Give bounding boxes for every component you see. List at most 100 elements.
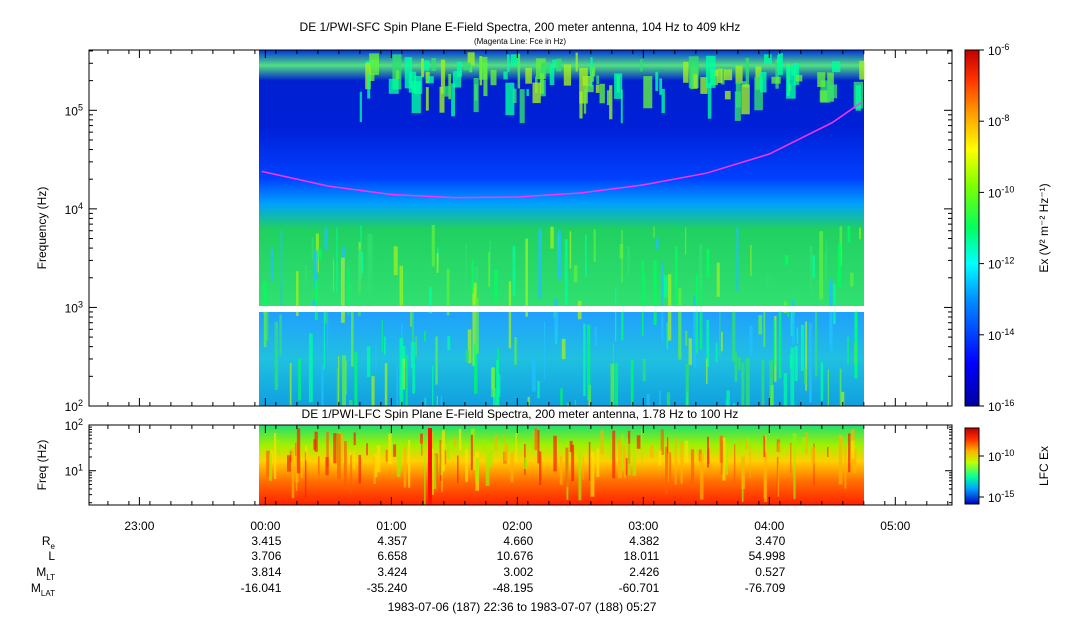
spectral-streak [384, 363, 388, 406]
spectral-streak [771, 76, 781, 84]
spectral-streak [327, 311, 329, 350]
spectral-streak [517, 53, 521, 89]
spectral-streak [741, 456, 745, 490]
spectral-streak [304, 264, 308, 286]
spectral-streak [595, 84, 600, 93]
spectral-streak [359, 91, 362, 123]
spectral-streak [336, 227, 338, 294]
ephemeris-row-label: MLAT [31, 581, 55, 598]
spectral-streak [321, 365, 324, 406]
spectral-streak [732, 403, 736, 406]
spectral-streak [305, 445, 308, 461]
spectral-streak [805, 321, 807, 391]
spectral-streak [423, 60, 430, 71]
spectral-streak [535, 58, 546, 80]
spectral-streak [764, 452, 768, 503]
spectral-streak [705, 55, 716, 88]
spectral-streak [685, 364, 689, 406]
ephemeris-value: 0.527 [755, 565, 785, 579]
spectral-streak [443, 86, 451, 97]
spectral-streak [698, 244, 703, 309]
spectral-streak [659, 390, 661, 406]
spectral-streak [786, 65, 796, 99]
spectral-streak [827, 446, 829, 457]
spectral-streak [573, 265, 578, 283]
spectral-streak [579, 91, 583, 119]
sfc-colorbar-tick-label: 10-6 [988, 42, 1009, 58]
spectral-streak [627, 443, 631, 476]
spectral-streak [453, 436, 457, 447]
spectral-streak [763, 306, 766, 347]
spectral-streak [452, 71, 462, 88]
spectral-streak [706, 358, 708, 384]
spectral-streak [599, 83, 605, 104]
spectral-streak [274, 433, 277, 479]
spectral-streak [554, 298, 559, 342]
spectral-streak [519, 89, 525, 124]
spectral-streak [618, 439, 622, 478]
spectral-streak [472, 456, 476, 470]
spectral-streak [615, 287, 617, 342]
spectral-streak [471, 260, 474, 294]
spectral-streak [641, 428, 643, 468]
spectral-streak [489, 241, 491, 288]
spectral-streak [421, 58, 424, 78]
spectral-streak [270, 248, 274, 282]
spectral-streak [493, 388, 497, 406]
ephemeris-value: 2.426 [629, 565, 659, 579]
spectral-streak [295, 447, 298, 491]
spectral-streak [358, 454, 361, 484]
spectral-streak [643, 76, 653, 109]
spectral-streak [794, 346, 798, 381]
spectral-streak [421, 438, 423, 456]
spectral-streak [560, 388, 563, 406]
spectral-streak [371, 376, 375, 406]
spectral-streak [431, 225, 435, 267]
spectral-streak [653, 226, 655, 238]
spectral-streak [490, 69, 497, 86]
spectral-streak [304, 452, 307, 498]
spectral-streak [819, 90, 828, 103]
spectral-streak [795, 74, 803, 82]
spectral-streak [475, 457, 479, 483]
spectral-streak [351, 310, 354, 367]
time-tick-label: 05:00 [880, 519, 910, 533]
spectral-streak [766, 275, 769, 287]
spectral-streak [412, 365, 416, 394]
spectral-streak [491, 367, 495, 397]
spectral-streak [774, 315, 777, 382]
spectral-streak [736, 227, 739, 292]
spectral-streak [745, 57, 750, 88]
spectral-streak [610, 439, 614, 461]
spectral-streak [801, 437, 806, 452]
spectral-streak [532, 82, 541, 104]
spectral-streak [539, 73, 544, 94]
spectral-streak [590, 57, 593, 88]
ephemeris-row-label: Re [42, 534, 56, 551]
spectral-streak [446, 268, 450, 316]
spectral-streak [467, 52, 475, 66]
spectral-streak [754, 77, 763, 111]
spectral-streak [403, 446, 407, 488]
spectral-streak [719, 310, 721, 357]
spectral-streak [700, 77, 708, 94]
spectral-streak [847, 337, 849, 365]
spectral-streak [566, 402, 569, 406]
ephemeris-value: 54.998 [749, 549, 786, 563]
spectral-streak [609, 85, 613, 120]
spectral-streak [399, 440, 402, 472]
spectral-streak [717, 68, 723, 83]
spectral-streak [582, 76, 593, 86]
spectral-streak [266, 450, 270, 477]
spectral-streak [510, 54, 519, 67]
spectral-streak [314, 431, 318, 452]
spectral-streak [366, 443, 368, 456]
spectral-streak [667, 437, 669, 454]
spectral-streak [415, 336, 417, 357]
lfc-colorbar-tick-label: 10-10 [988, 448, 1014, 464]
spectral-streak [311, 237, 314, 261]
spectral-streak [721, 331, 723, 352]
sfc-colorbar-tick-label: 10-8 [988, 113, 1009, 129]
spectral-streak [494, 269, 498, 302]
spectral-streak [684, 440, 689, 463]
